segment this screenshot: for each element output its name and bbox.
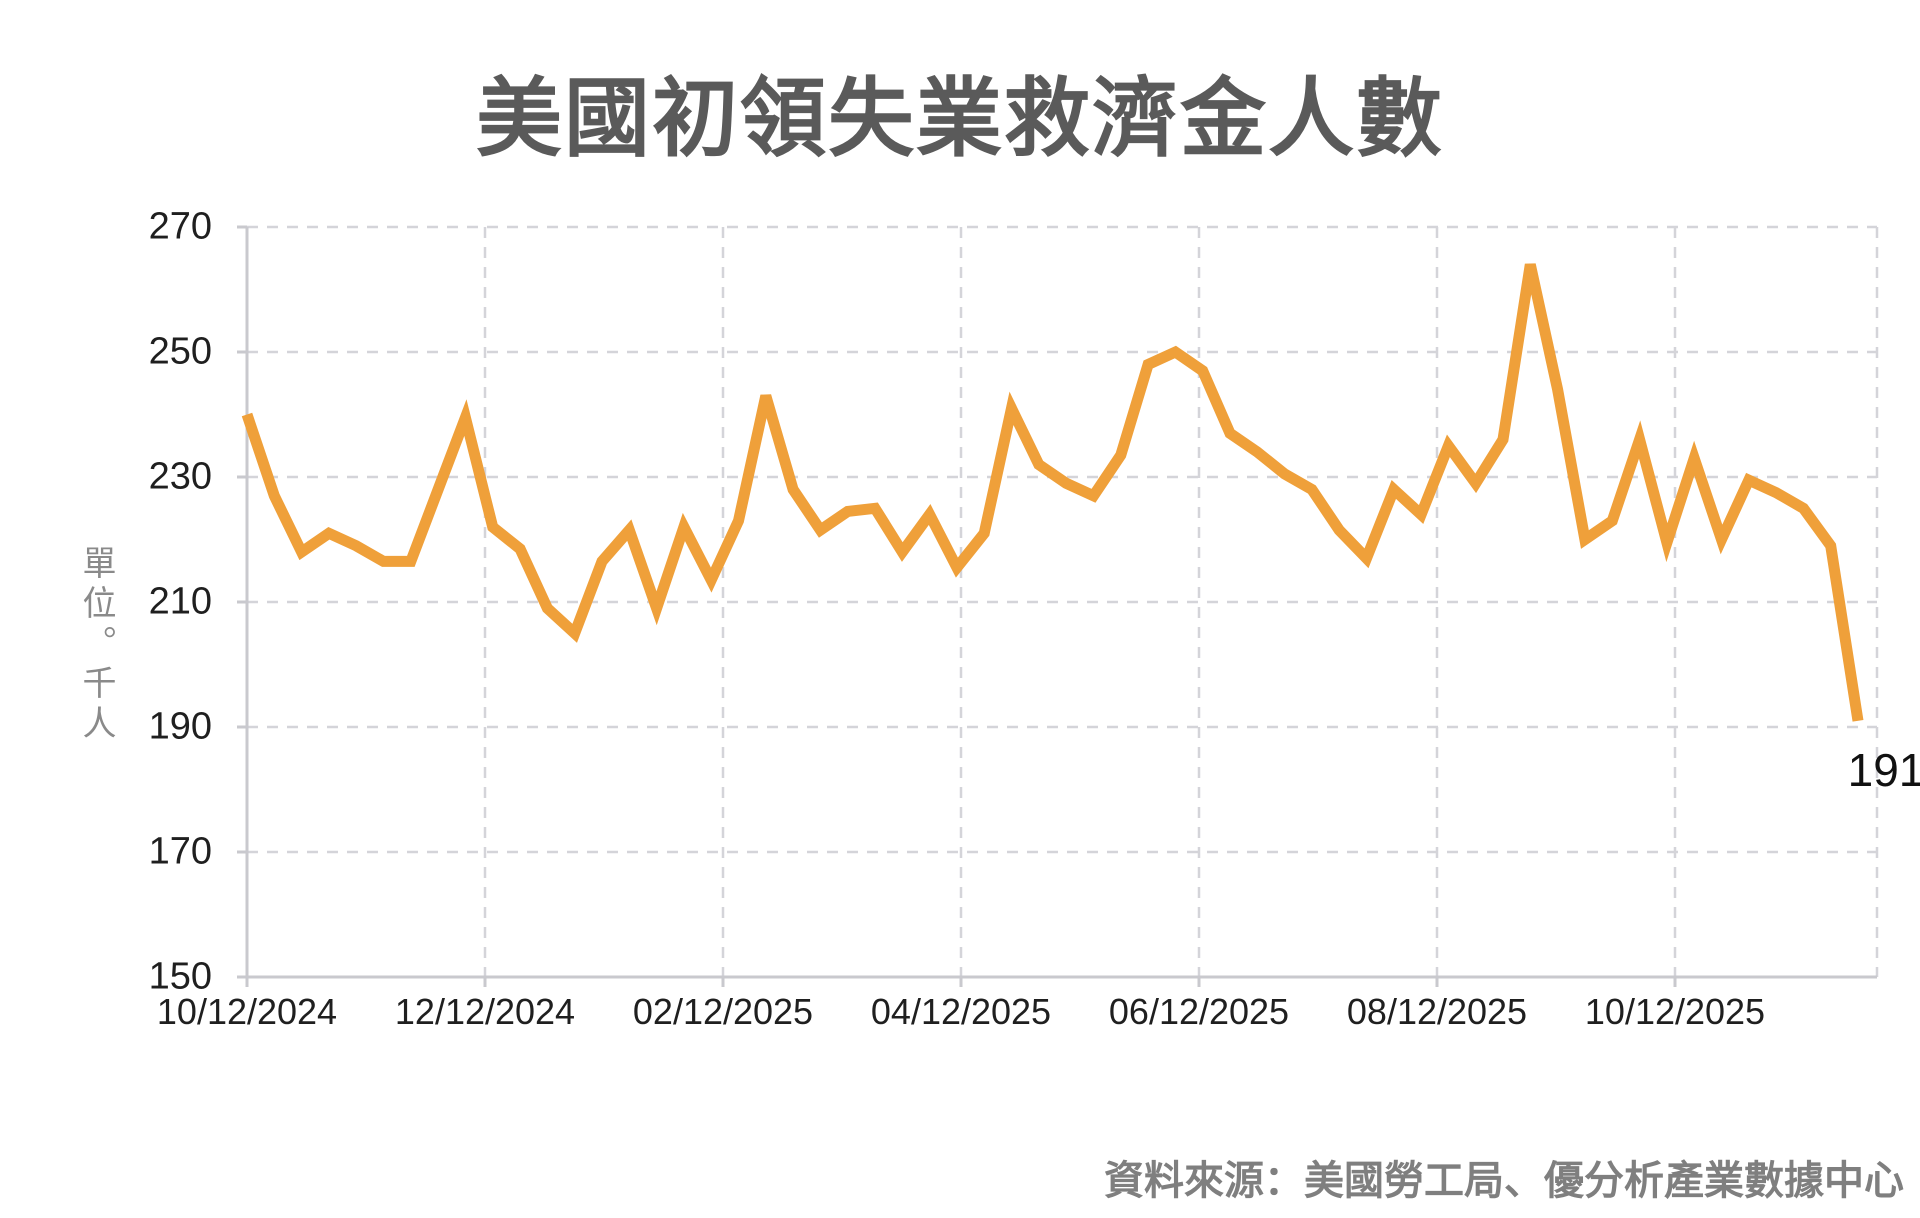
axis-ticks xyxy=(237,225,1677,987)
claims-line-series xyxy=(241,263,1864,722)
y-tick-label-210: 210 xyxy=(148,580,212,623)
x-tick-label-4: 06/12/2025 xyxy=(1108,991,1290,1032)
y-tick-label-170: 170 xyxy=(148,830,212,873)
y-tick-label-150: 150 xyxy=(148,955,212,998)
x-tick-label-0: 10/12/2024 xyxy=(156,991,338,1032)
x-tick-label-5: 08/12/2025 xyxy=(1346,991,1528,1032)
x-tick-label-3: 04/12/2025 xyxy=(870,991,1052,1032)
y-tick-label-270: 270 xyxy=(148,205,212,248)
y-axis-unit-label: 單位。千人 xyxy=(77,545,115,745)
x-tick-label-6: 10/12/2025 xyxy=(1584,991,1766,1032)
source-note: 資料來源：美國勞工局、優分析產業數據中心 xyxy=(1104,1159,1904,1203)
chart-title: 美國初領失業救濟金人數 xyxy=(476,71,1444,167)
x-tick-label-1: 12/12/2024 xyxy=(394,991,576,1032)
y-tick-label-250: 250 xyxy=(148,330,212,373)
last-point-value-label: 191 xyxy=(1847,743,1920,796)
gridlines xyxy=(247,225,1879,977)
y-tick-label-230: 230 xyxy=(148,455,212,498)
x-tick-label-2: 02/12/2025 xyxy=(632,991,814,1032)
y-tick-label-190: 190 xyxy=(148,705,212,748)
